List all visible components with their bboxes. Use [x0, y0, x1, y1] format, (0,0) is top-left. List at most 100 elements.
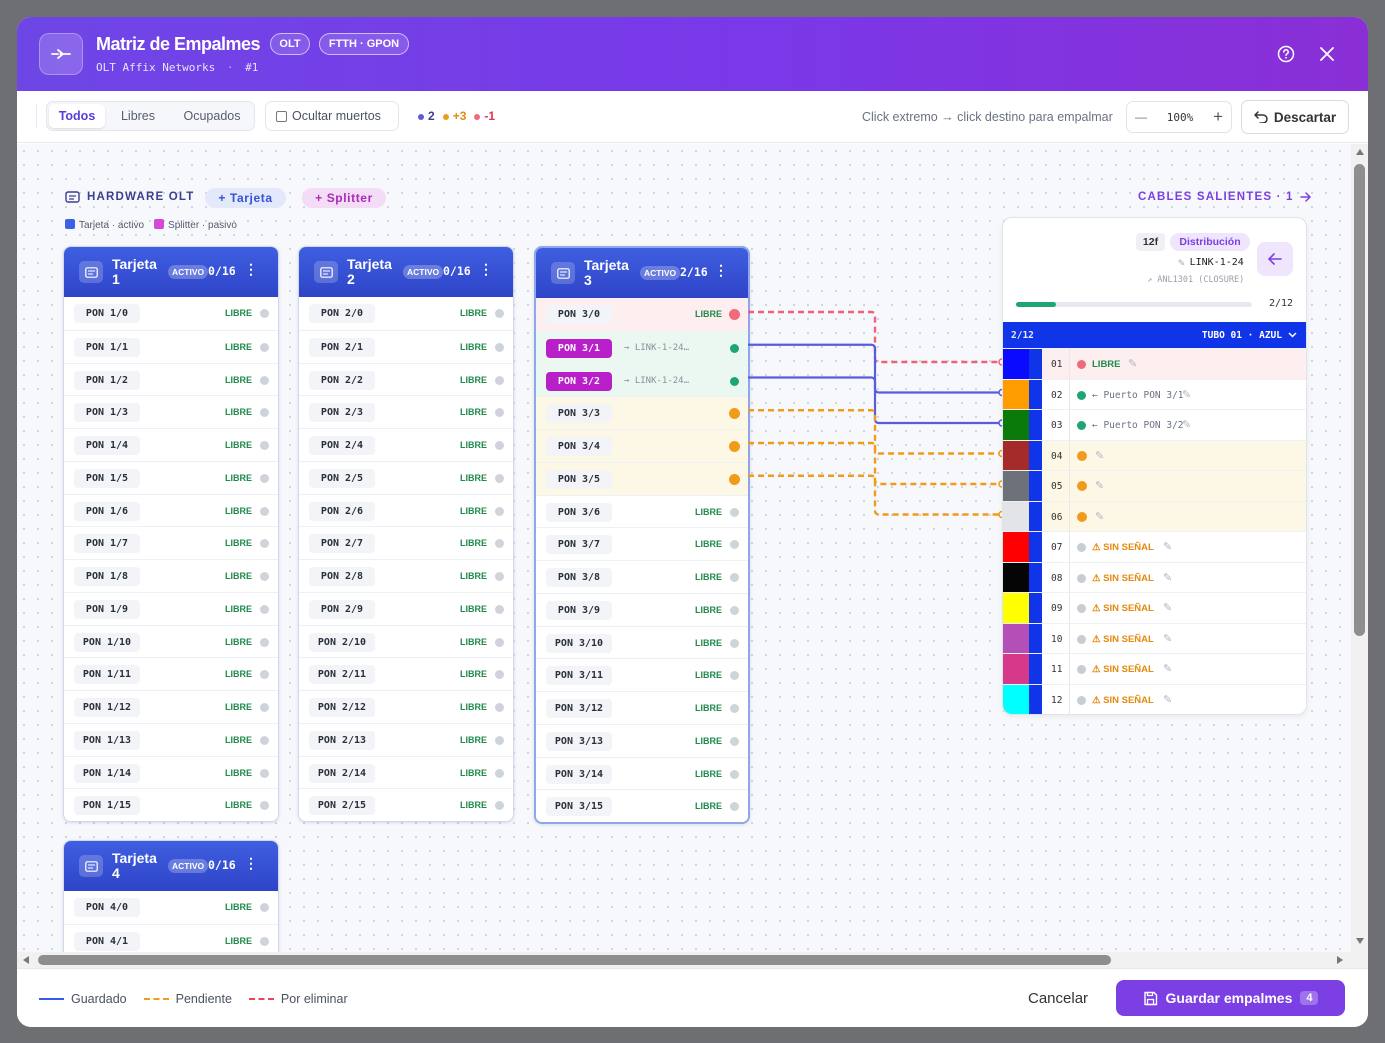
port-endpoint[interactable]	[495, 604, 504, 614]
port-endpoint[interactable]	[495, 703, 504, 712]
port-endpoint[interactable]	[729, 408, 740, 420]
port-row[interactable]: PON 2/2 LIBRE	[299, 362, 513, 396]
filter-all[interactable]: Todos	[49, 104, 105, 128]
port-row[interactable]: PON 2/10 LIBRE	[299, 624, 513, 658]
vertical-scrollbar[interactable]	[1351, 144, 1368, 952]
scroll-up-icon[interactable]	[1356, 149, 1364, 155]
edit-icon[interactable]: ✎	[1095, 510, 1105, 523]
card-menu-icon[interactable]: ⋮	[714, 262, 728, 278]
port-row[interactable]: PON 2/0 LIBRE	[299, 297, 513, 330]
fiber-row[interactable]: 12 ⚠ SIN SEÑAL ✎	[1003, 683, 1306, 714]
horizontal-scroll-thumb[interactable]	[38, 955, 1111, 965]
edit-icon[interactable]: ✎	[1163, 693, 1173, 706]
hide-dead-toggle[interactable]: Ocultar muertos	[265, 101, 399, 131]
port-row[interactable]: PON 1/15 LIBRE	[64, 788, 278, 821]
fiber-row[interactable]: 07 ⚠ SIN SEÑAL ✎	[1003, 531, 1306, 563]
scroll-right-icon[interactable]	[1337, 956, 1343, 964]
port-endpoint[interactable]	[730, 605, 739, 615]
fiber-color-swatch[interactable]	[1003, 440, 1029, 471]
port-row[interactable]: PON 2/9 LIBRE	[299, 591, 513, 625]
port-row[interactable]: PON 1/0 LIBRE	[64, 297, 278, 330]
port-endpoint[interactable]	[260, 441, 269, 450]
port-row[interactable]: PON 1/14 LIBRE	[64, 755, 278, 789]
fiber-row[interactable]: 05 ✎	[1003, 470, 1306, 502]
port-endpoint[interactable]	[730, 704, 739, 713]
port-row[interactable]: PON 2/11 LIBRE	[299, 657, 513, 690]
fiber-color-swatch[interactable]	[1003, 654, 1029, 685]
port-endpoint[interactable]	[730, 573, 739, 582]
port-endpoint[interactable]	[495, 309, 504, 318]
port-row[interactable]: PON 1/13 LIBRE	[64, 722, 278, 756]
fiber-row[interactable]: 11 ⚠ SIN SEÑAL ✎	[1003, 653, 1306, 685]
edit-icon[interactable]: ✎	[1095, 480, 1105, 492]
fiber-row[interactable]: 02 ← Puerto PON 3/1 ✎	[1003, 378, 1306, 410]
cable-back-button[interactable]	[1257, 242, 1293, 276]
fiber-row[interactable]: 09 ⚠ SIN SEÑAL ✎	[1003, 592, 1306, 624]
edit-icon[interactable]: ✎	[1128, 358, 1138, 370]
port-row[interactable]: PON 2/14 LIBRE	[299, 755, 513, 789]
port-row[interactable]: PON 2/15 LIBRE	[299, 788, 513, 821]
port-row[interactable]: PON 1/11 LIBRE	[64, 657, 278, 690]
cancel-button[interactable]: Cancelar	[1028, 990, 1089, 1007]
port-endpoint[interactable]	[495, 801, 504, 811]
cable-name-row[interactable]: ✎ LINK-1-24	[1178, 256, 1244, 269]
filter-free[interactable]: Libres	[120, 109, 156, 123]
port-row[interactable]: PON 2/13 LIBRE	[299, 722, 513, 756]
port-endpoint[interactable]	[729, 473, 740, 485]
fiber-color-swatch[interactable]	[1003, 501, 1029, 532]
help-button[interactable]	[1275, 43, 1297, 65]
card-header[interactable]: Tarjeta 2 ACTIVO 0/16 ⋮	[299, 247, 513, 297]
port-row[interactable]: PON 2/5 LIBRE	[299, 460, 513, 494]
port-endpoint[interactable]	[495, 473, 504, 483]
port-row[interactable]: PON 4/0 LIBRE	[64, 891, 278, 924]
discard-button[interactable]: Descartar	[1241, 100, 1349, 134]
port-row[interactable]: PON 2/1 LIBRE	[299, 329, 513, 363]
port-endpoint[interactable]	[730, 507, 739, 517]
port-row[interactable]: PON 1/1 LIBRE	[64, 329, 278, 363]
edit-icon[interactable]: ✎	[1095, 449, 1105, 462]
scroll-down-icon[interactable]	[1356, 938, 1364, 944]
scroll-left-icon[interactable]	[23, 956, 29, 964]
port-endpoint[interactable]	[730, 343, 739, 353]
port-row[interactable]: PON 1/4 LIBRE	[64, 428, 278, 461]
fiber-color-swatch[interactable]	[1003, 562, 1029, 593]
fiber-row[interactable]: 01 LIBRE ✎	[1003, 348, 1306, 380]
fiber-color-swatch[interactable]	[1003, 410, 1029, 441]
outgoing-cables-title[interactable]: CABLES SALIENTES · 1	[1138, 191, 1312, 203]
fiber-row[interactable]: 08 ⚠ SIN SEÑAL ✎	[1003, 561, 1306, 593]
port-endpoint[interactable]	[495, 670, 504, 680]
port-endpoint[interactable]	[260, 572, 269, 581]
port-row[interactable]: PON 2/12 LIBRE	[299, 690, 513, 723]
port-endpoint[interactable]	[495, 768, 504, 778]
fiber-row[interactable]: 04 ✎	[1003, 439, 1306, 471]
port-endpoint[interactable]	[260, 375, 269, 385]
port-endpoint[interactable]	[260, 506, 269, 516]
port-row[interactable]: PON 2/7 LIBRE	[299, 526, 513, 559]
port-row[interactable]: PON 3/5	[536, 461, 748, 495]
card-header[interactable]: Tarjeta 1 ACTIVO 0/16 ⋮	[64, 247, 278, 297]
port-row[interactable]: PON 1/3 LIBRE	[64, 395, 278, 428]
edit-icon[interactable]: ✎	[1163, 571, 1173, 584]
port-endpoint[interactable]	[730, 671, 739, 681]
port-row[interactable]: PON 1/7 LIBRE	[64, 526, 278, 559]
port-endpoint[interactable]	[495, 506, 504, 516]
edit-icon[interactable]: ✎	[1182, 419, 1192, 431]
port-endpoint[interactable]	[729, 441, 740, 452]
card-header[interactable]: Tarjeta 3 ACTIVO 2/16 ⋮	[536, 248, 748, 298]
splice-canvas[interactable]: HARDWARE OLT + Tarjeta + Splitter Tarjet…	[17, 144, 1351, 952]
splice-wire[interactable]	[748, 474, 1002, 516]
port-endpoint[interactable]	[730, 769, 739, 779]
save-splices-button[interactable]: Guardar empalmes 4	[1116, 980, 1345, 1016]
port-row[interactable]: PON 3/14 LIBRE	[536, 756, 748, 790]
port-endpoint[interactable]	[495, 539, 504, 549]
fiber-color-swatch[interactable]	[1003, 593, 1029, 624]
zoom-in-button[interactable]: +	[1213, 107, 1223, 126]
port-endpoint[interactable]	[260, 342, 269, 352]
close-button[interactable]	[1316, 43, 1338, 65]
port-endpoint[interactable]	[495, 637, 504, 647]
port-endpoint[interactable]	[730, 540, 739, 550]
filter-occupied[interactable]: Ocupados	[183, 109, 241, 123]
splice-wire[interactable]	[748, 409, 1002, 455]
port-row[interactable]: PON 3/7 LIBRE	[536, 527, 748, 560]
fiber-row[interactable]: 10 ⚠ SIN SEÑAL ✎	[1003, 622, 1306, 654]
